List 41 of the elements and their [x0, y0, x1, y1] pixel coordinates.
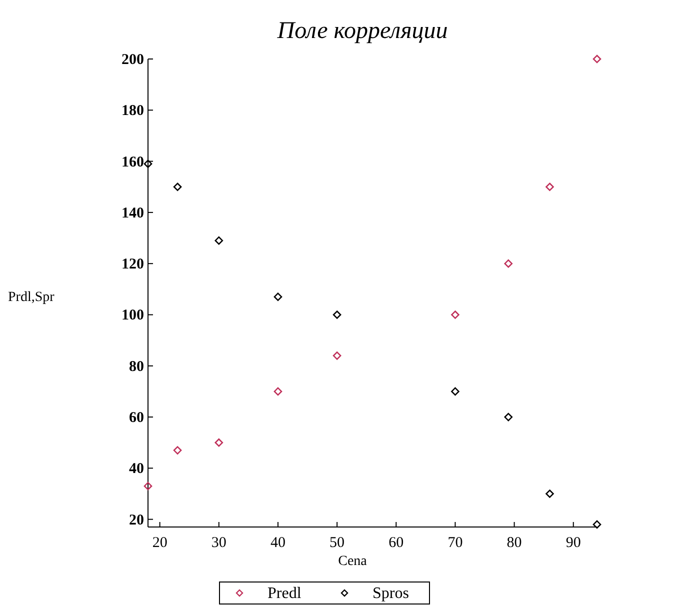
- point: [214, 236, 224, 245]
- point: [173, 446, 182, 454]
- point: [274, 292, 282, 301]
- y-tick-label: 160: [122, 154, 144, 170]
- point: [173, 182, 182, 192]
- point: [546, 182, 554, 192]
- y-tick-label: 80: [129, 358, 144, 375]
- point: [504, 412, 513, 422]
- y-tick-label: 200: [122, 52, 144, 68]
- y-tick-label: 60: [129, 410, 144, 426]
- point: [592, 54, 602, 64]
- x-tick-label: 70: [448, 535, 463, 551]
- y-tick-label: 180: [122, 103, 144, 120]
- point: [214, 438, 224, 447]
- y-tick-label: 40: [129, 461, 144, 478]
- x-axis-title: Cena: [338, 554, 368, 569]
- y-tick-label: 20: [129, 512, 144, 528]
- legend-label: Spros: [372, 585, 409, 602]
- y-tick-label: 100: [122, 308, 144, 324]
- y-tick-label: 140: [122, 205, 144, 222]
- point: [451, 387, 460, 396]
- x-tick-label: 20: [152, 535, 168, 551]
- point: [546, 490, 554, 498]
- point: [332, 310, 342, 319]
- point: [332, 352, 342, 360]
- legend-label: Predl: [268, 585, 302, 602]
- x-tick-label: 90: [566, 535, 581, 551]
- point: [144, 160, 152, 168]
- point: [451, 310, 460, 319]
- x-tick-label: 40: [270, 535, 286, 551]
- chart-title: Поле корреляции: [276, 18, 448, 44]
- x-tick-label: 50: [330, 535, 345, 551]
- point: [274, 387, 282, 396]
- point: [144, 482, 152, 490]
- x-tick-label: 30: [211, 535, 226, 551]
- x-tick-label: 60: [388, 535, 404, 551]
- y-tick-label: 120: [122, 256, 144, 273]
- x-tick-label: 80: [506, 535, 522, 551]
- y-axis-title: Prdl,Spr: [8, 290, 55, 305]
- point: [592, 520, 602, 529]
- point: [504, 259, 513, 268]
